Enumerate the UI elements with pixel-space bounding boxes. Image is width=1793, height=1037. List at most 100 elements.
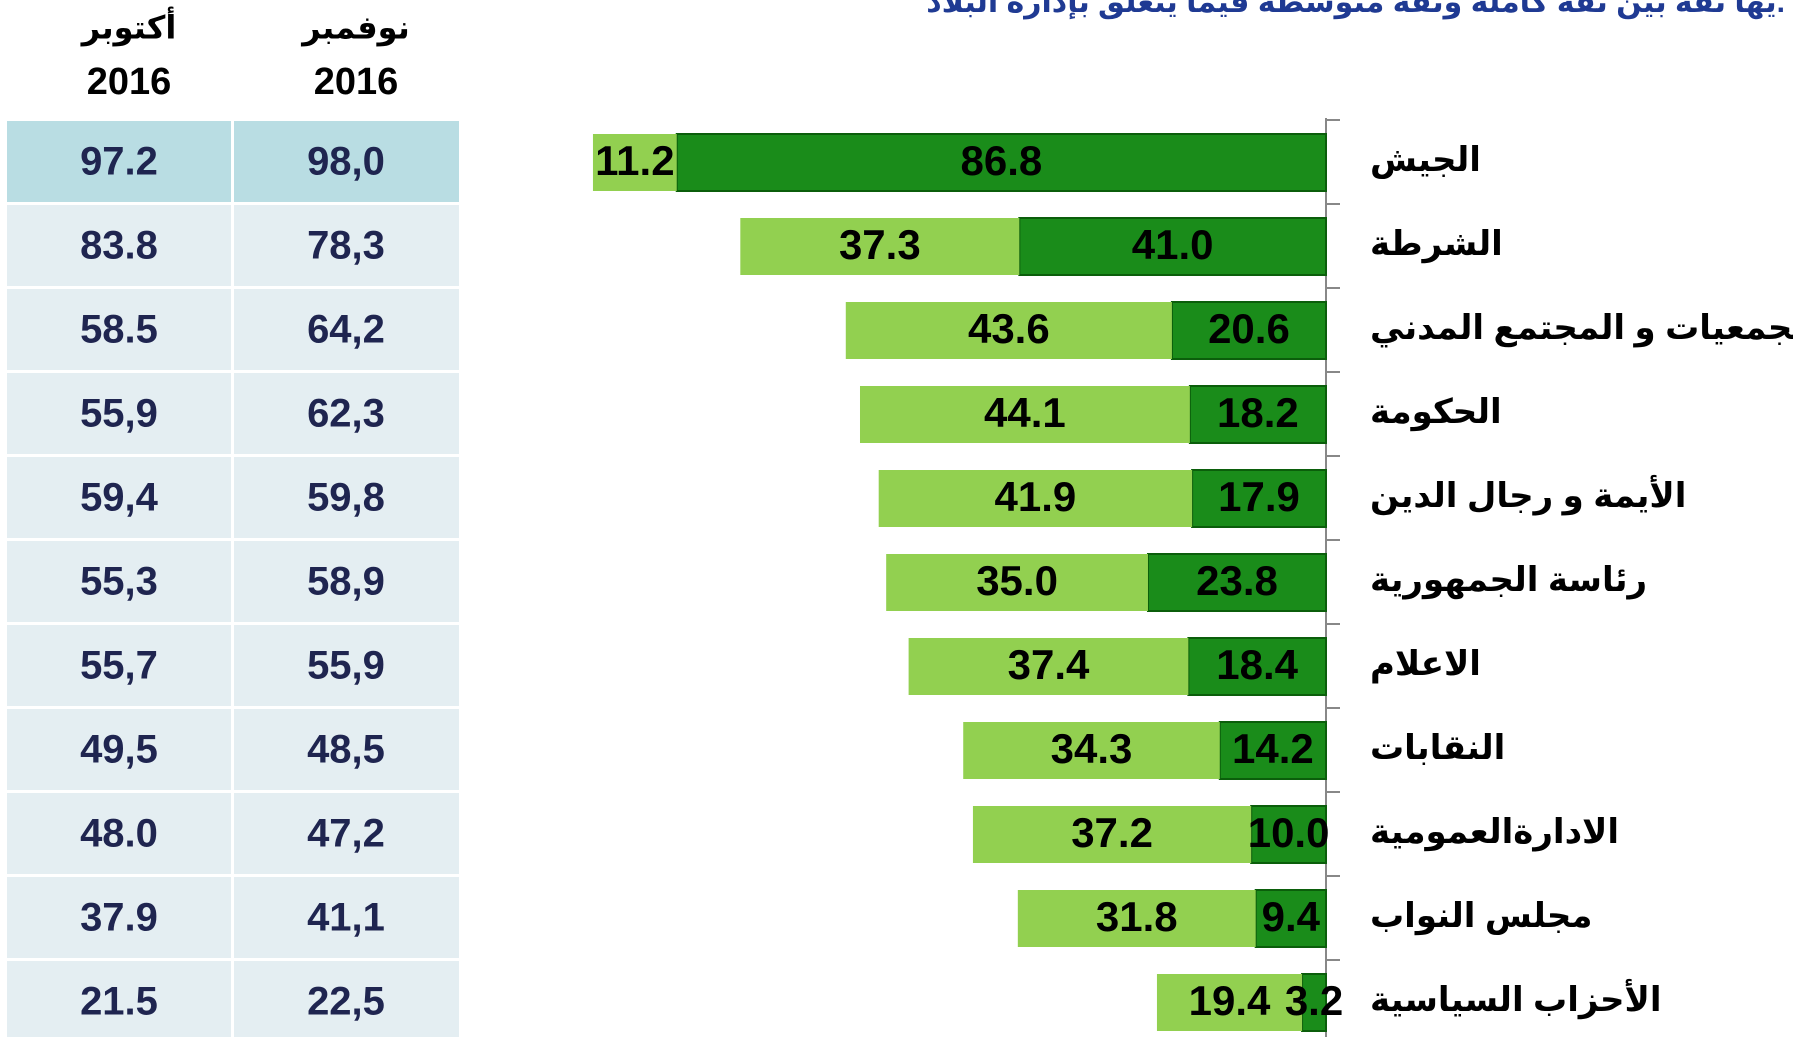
table-value: 58,9 <box>307 560 385 604</box>
value-label: 3.2 <box>1285 977 1343 1024</box>
table-value: 98,0 <box>307 140 385 184</box>
value-label: 23.8 <box>1196 557 1278 604</box>
table-value: 55,9 <box>80 392 158 436</box>
table-value: 47,2 <box>307 812 385 856</box>
table-cell <box>234 541 459 622</box>
table-value: 64,2 <box>307 308 385 352</box>
table-cell <box>234 289 459 370</box>
category-label: الاعلام <box>1370 645 1481 684</box>
table-cell <box>7 709 231 790</box>
value-label: 31.8 <box>1096 893 1178 940</box>
table-cell <box>7 457 231 538</box>
table-value: 21.5 <box>80 980 158 1024</box>
table-cell <box>234 457 459 538</box>
table-value: 48,5 <box>307 728 385 772</box>
header-month: أكتوبر <box>80 6 177 46</box>
table-cell <box>234 961 459 1037</box>
bar-segment <box>1146 553 1327 612</box>
value-label: 20.6 <box>1208 305 1290 352</box>
bar-segment <box>740 218 1020 275</box>
category-label: الحكومة <box>1370 393 1502 432</box>
table-value: 22,5 <box>307 980 385 1024</box>
value-label: 9.4 <box>1262 893 1321 940</box>
value-label: 18.4 <box>1216 641 1298 688</box>
value-label: 43.6 <box>968 305 1050 352</box>
bar-segment <box>1187 637 1328 696</box>
bar-segment <box>886 554 1148 611</box>
category-label: الأيمة و رجال الدين <box>1370 474 1686 516</box>
bar-segment <box>1017 890 1256 947</box>
category-label: رئاسة الجمهورية <box>1370 561 1647 600</box>
category-label: الجيش <box>1370 141 1481 179</box>
bar-segment <box>878 470 1193 527</box>
bar-segment <box>908 638 1189 695</box>
table-cell <box>7 961 231 1037</box>
category-label: الادارةالعمومية <box>1370 813 1619 852</box>
table-value: 37.9 <box>80 896 158 940</box>
value-label: 37.3 <box>839 221 921 268</box>
table-cell <box>234 121 459 202</box>
table-value: 97.2 <box>80 140 158 184</box>
bar-segment <box>1018 217 1327 276</box>
bar-segment <box>972 806 1252 863</box>
value-label: 34.3 <box>1051 725 1133 772</box>
table-cell <box>7 625 231 706</box>
value-label: 14.2 <box>1232 725 1314 772</box>
category-label: الشرطة <box>1370 225 1503 264</box>
category-label: النقابات <box>1370 729 1505 767</box>
table-value: 55,9 <box>307 644 385 688</box>
bar-segment <box>1170 301 1327 360</box>
header-year: 2016 <box>87 61 172 103</box>
table-value: 41,1 <box>307 896 385 940</box>
category-label: الجمعيات و المجتمع المدني <box>1370 309 1793 348</box>
table-value: 83.8 <box>80 224 158 268</box>
value-label: 37.2 <box>1071 809 1153 856</box>
table-value: 59,8 <box>307 476 385 520</box>
value-label: 10.0 <box>1248 809 1330 856</box>
table-cell <box>234 205 459 286</box>
bar-segment <box>963 722 1220 779</box>
value-label: 41.9 <box>995 473 1077 520</box>
table-cell <box>234 709 459 790</box>
bar-segment <box>1218 721 1328 780</box>
bar-segment <box>1191 469 1328 528</box>
value-label: 18.2 <box>1217 389 1299 436</box>
value-label: 19.4 <box>1189 977 1271 1024</box>
table-cell <box>7 373 231 454</box>
table-cell <box>7 541 231 622</box>
value-label: 35.0 <box>976 557 1058 604</box>
title: يها ثقة بين ثقة كاملة وثقة متوسطة فيما ي… <box>926 0 1785 20</box>
value-label: 11.2 <box>595 137 674 184</box>
table-cell <box>7 289 231 370</box>
table-cell <box>7 205 231 286</box>
table-value: 59,4 <box>80 476 159 520</box>
table-cell <box>234 877 459 958</box>
bar-segment <box>859 386 1190 443</box>
bar-segment <box>675 133 1327 192</box>
value-label: 86.8 <box>960 137 1042 184</box>
bar-segment <box>1156 974 1303 1031</box>
table-value: 55,3 <box>80 560 158 604</box>
category-label: الأحزاب السياسية <box>1370 978 1662 1020</box>
table-cell <box>7 793 231 874</box>
table-value: 49,5 <box>80 728 158 772</box>
table-cell <box>234 793 459 874</box>
header-year: 2016 <box>314 61 399 103</box>
value-label: 44.1 <box>984 389 1066 436</box>
table-value: 48.0 <box>80 812 158 856</box>
table-cell <box>234 625 459 706</box>
value-label: 17.9 <box>1218 473 1300 520</box>
table-value: 58.5 <box>80 308 158 352</box>
table-value: 78,3 <box>307 224 385 268</box>
table-cell <box>234 373 459 454</box>
table-value: 62,3 <box>307 392 385 436</box>
table-cell <box>7 121 231 202</box>
table-value: 55,7 <box>80 644 158 688</box>
header-month: نوفمبر <box>300 9 409 46</box>
bar-segment <box>1254 889 1327 948</box>
category-label: مجلس النواب <box>1370 897 1592 936</box>
table-cell <box>7 877 231 958</box>
bar-segment <box>592 134 677 191</box>
bar-segment <box>845 302 1172 359</box>
